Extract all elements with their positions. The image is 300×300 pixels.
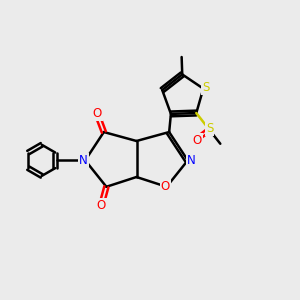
Text: O: O xyxy=(193,134,202,147)
Text: O: O xyxy=(160,180,170,193)
Text: S: S xyxy=(202,81,209,94)
Text: N: N xyxy=(79,154,88,167)
Text: O: O xyxy=(97,199,106,212)
Text: N: N xyxy=(187,154,196,167)
Text: O: O xyxy=(92,107,102,120)
Text: S: S xyxy=(206,122,214,136)
